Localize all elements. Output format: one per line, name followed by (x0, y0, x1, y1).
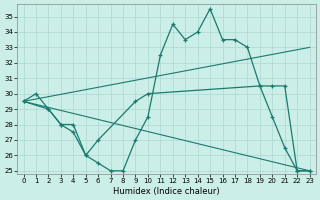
X-axis label: Humidex (Indice chaleur): Humidex (Indice chaleur) (113, 187, 220, 196)
